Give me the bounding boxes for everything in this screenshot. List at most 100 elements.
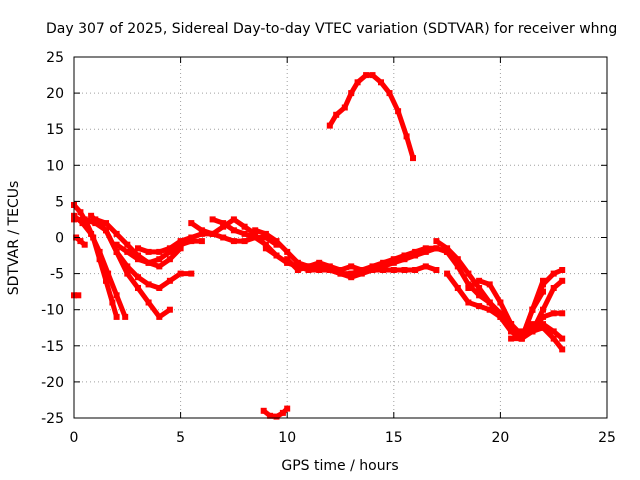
- data-point: [559, 310, 566, 317]
- data-point: [326, 267, 333, 273]
- data-point: [220, 220, 227, 227]
- data-point: [177, 245, 184, 252]
- data-point: [380, 267, 387, 273]
- grid: [74, 57, 607, 418]
- data-point: [241, 230, 248, 237]
- data-point: [444, 270, 451, 277]
- data-point: [433, 267, 440, 273]
- x-tick-label: 15: [385, 430, 403, 446]
- data-point: [156, 248, 163, 255]
- data-point: [145, 259, 152, 266]
- data-point: [422, 248, 429, 255]
- data-point: [273, 238, 280, 245]
- data-point: [113, 230, 120, 237]
- data-point: [156, 256, 163, 263]
- data-point: [241, 223, 248, 230]
- data-point: [540, 281, 546, 288]
- data-point: [92, 216, 99, 223]
- data-point: [559, 267, 566, 273]
- data-point: [476, 303, 483, 310]
- data-point: [540, 277, 546, 284]
- data-point: [337, 270, 344, 277]
- data-point: [529, 321, 536, 328]
- data-point: [508, 321, 515, 328]
- data-point: [369, 263, 376, 270]
- data-point: [124, 270, 131, 277]
- data-point: [559, 346, 566, 353]
- y-tick-label: 0: [55, 231, 64, 247]
- ticks: [73, 56, 608, 419]
- series-line-s21: [529, 267, 565, 313]
- data-point: [465, 299, 472, 306]
- y-tick-label: -20: [41, 375, 64, 391]
- y-axis-label: SDTVAR / TECUs: [6, 181, 22, 296]
- data-point: [220, 223, 227, 230]
- data-point: [390, 259, 397, 266]
- data-point: [166, 256, 173, 263]
- data-point: [465, 285, 472, 291]
- data-point: [401, 252, 408, 259]
- data-point: [113, 292, 120, 299]
- data-point: [540, 288, 546, 295]
- data-point: [454, 256, 461, 263]
- data-point: [316, 267, 323, 273]
- data-point: [348, 274, 355, 281]
- data-point: [209, 216, 216, 223]
- data-point: [518, 335, 525, 342]
- data-point: [273, 252, 280, 259]
- data-point: [284, 256, 291, 263]
- data-point: [177, 270, 184, 277]
- data-point: [348, 263, 355, 270]
- data-point: [401, 256, 408, 263]
- data-point: [390, 267, 397, 273]
- series-group: [71, 72, 566, 420]
- data-point: [354, 79, 361, 86]
- data-point: [529, 328, 536, 335]
- data-point: [113, 248, 120, 255]
- data-point: [465, 281, 472, 288]
- series-line-s14: [327, 72, 416, 161]
- data-point: [341, 104, 348, 111]
- data-point: [230, 216, 237, 223]
- data-point: [166, 248, 173, 255]
- data-point: [444, 248, 451, 255]
- data-point: [559, 335, 566, 342]
- data-point: [81, 216, 88, 223]
- data-point: [294, 259, 301, 266]
- data-point: [124, 263, 131, 270]
- data-point: [166, 245, 173, 252]
- data-point: [77, 238, 84, 245]
- data-point: [380, 263, 387, 270]
- data-point: [105, 270, 112, 277]
- data-point: [188, 220, 195, 227]
- y-tick-label: 10: [46, 158, 64, 174]
- data-point: [135, 245, 141, 252]
- data-point: [252, 227, 259, 234]
- data-point: [198, 238, 205, 245]
- data-point: [260, 407, 267, 414]
- chart-title: Day 307 of 2025, Sidereal Day-to-day VTE…: [46, 21, 617, 37]
- y-tick-label: -5: [50, 267, 64, 283]
- data-point: [77, 209, 84, 216]
- data-point: [198, 227, 205, 234]
- y-tick-label: -15: [41, 339, 64, 355]
- data-point: [316, 263, 323, 270]
- data-point: [550, 335, 557, 342]
- data-point: [156, 263, 163, 270]
- data-point: [422, 263, 429, 270]
- data-point: [262, 241, 269, 248]
- data-point: [412, 267, 419, 273]
- data-point: [333, 111, 340, 118]
- data-point: [177, 238, 184, 245]
- data-point: [122, 313, 129, 320]
- data-point: [497, 299, 504, 306]
- y-tick-label: 15: [46, 122, 64, 138]
- data-point: [188, 238, 195, 245]
- data-point: [145, 248, 152, 255]
- data-point: [401, 267, 408, 273]
- data-point: [81, 241, 88, 248]
- data-point: [348, 90, 355, 97]
- data-point: [305, 263, 312, 270]
- data-point: [209, 230, 216, 237]
